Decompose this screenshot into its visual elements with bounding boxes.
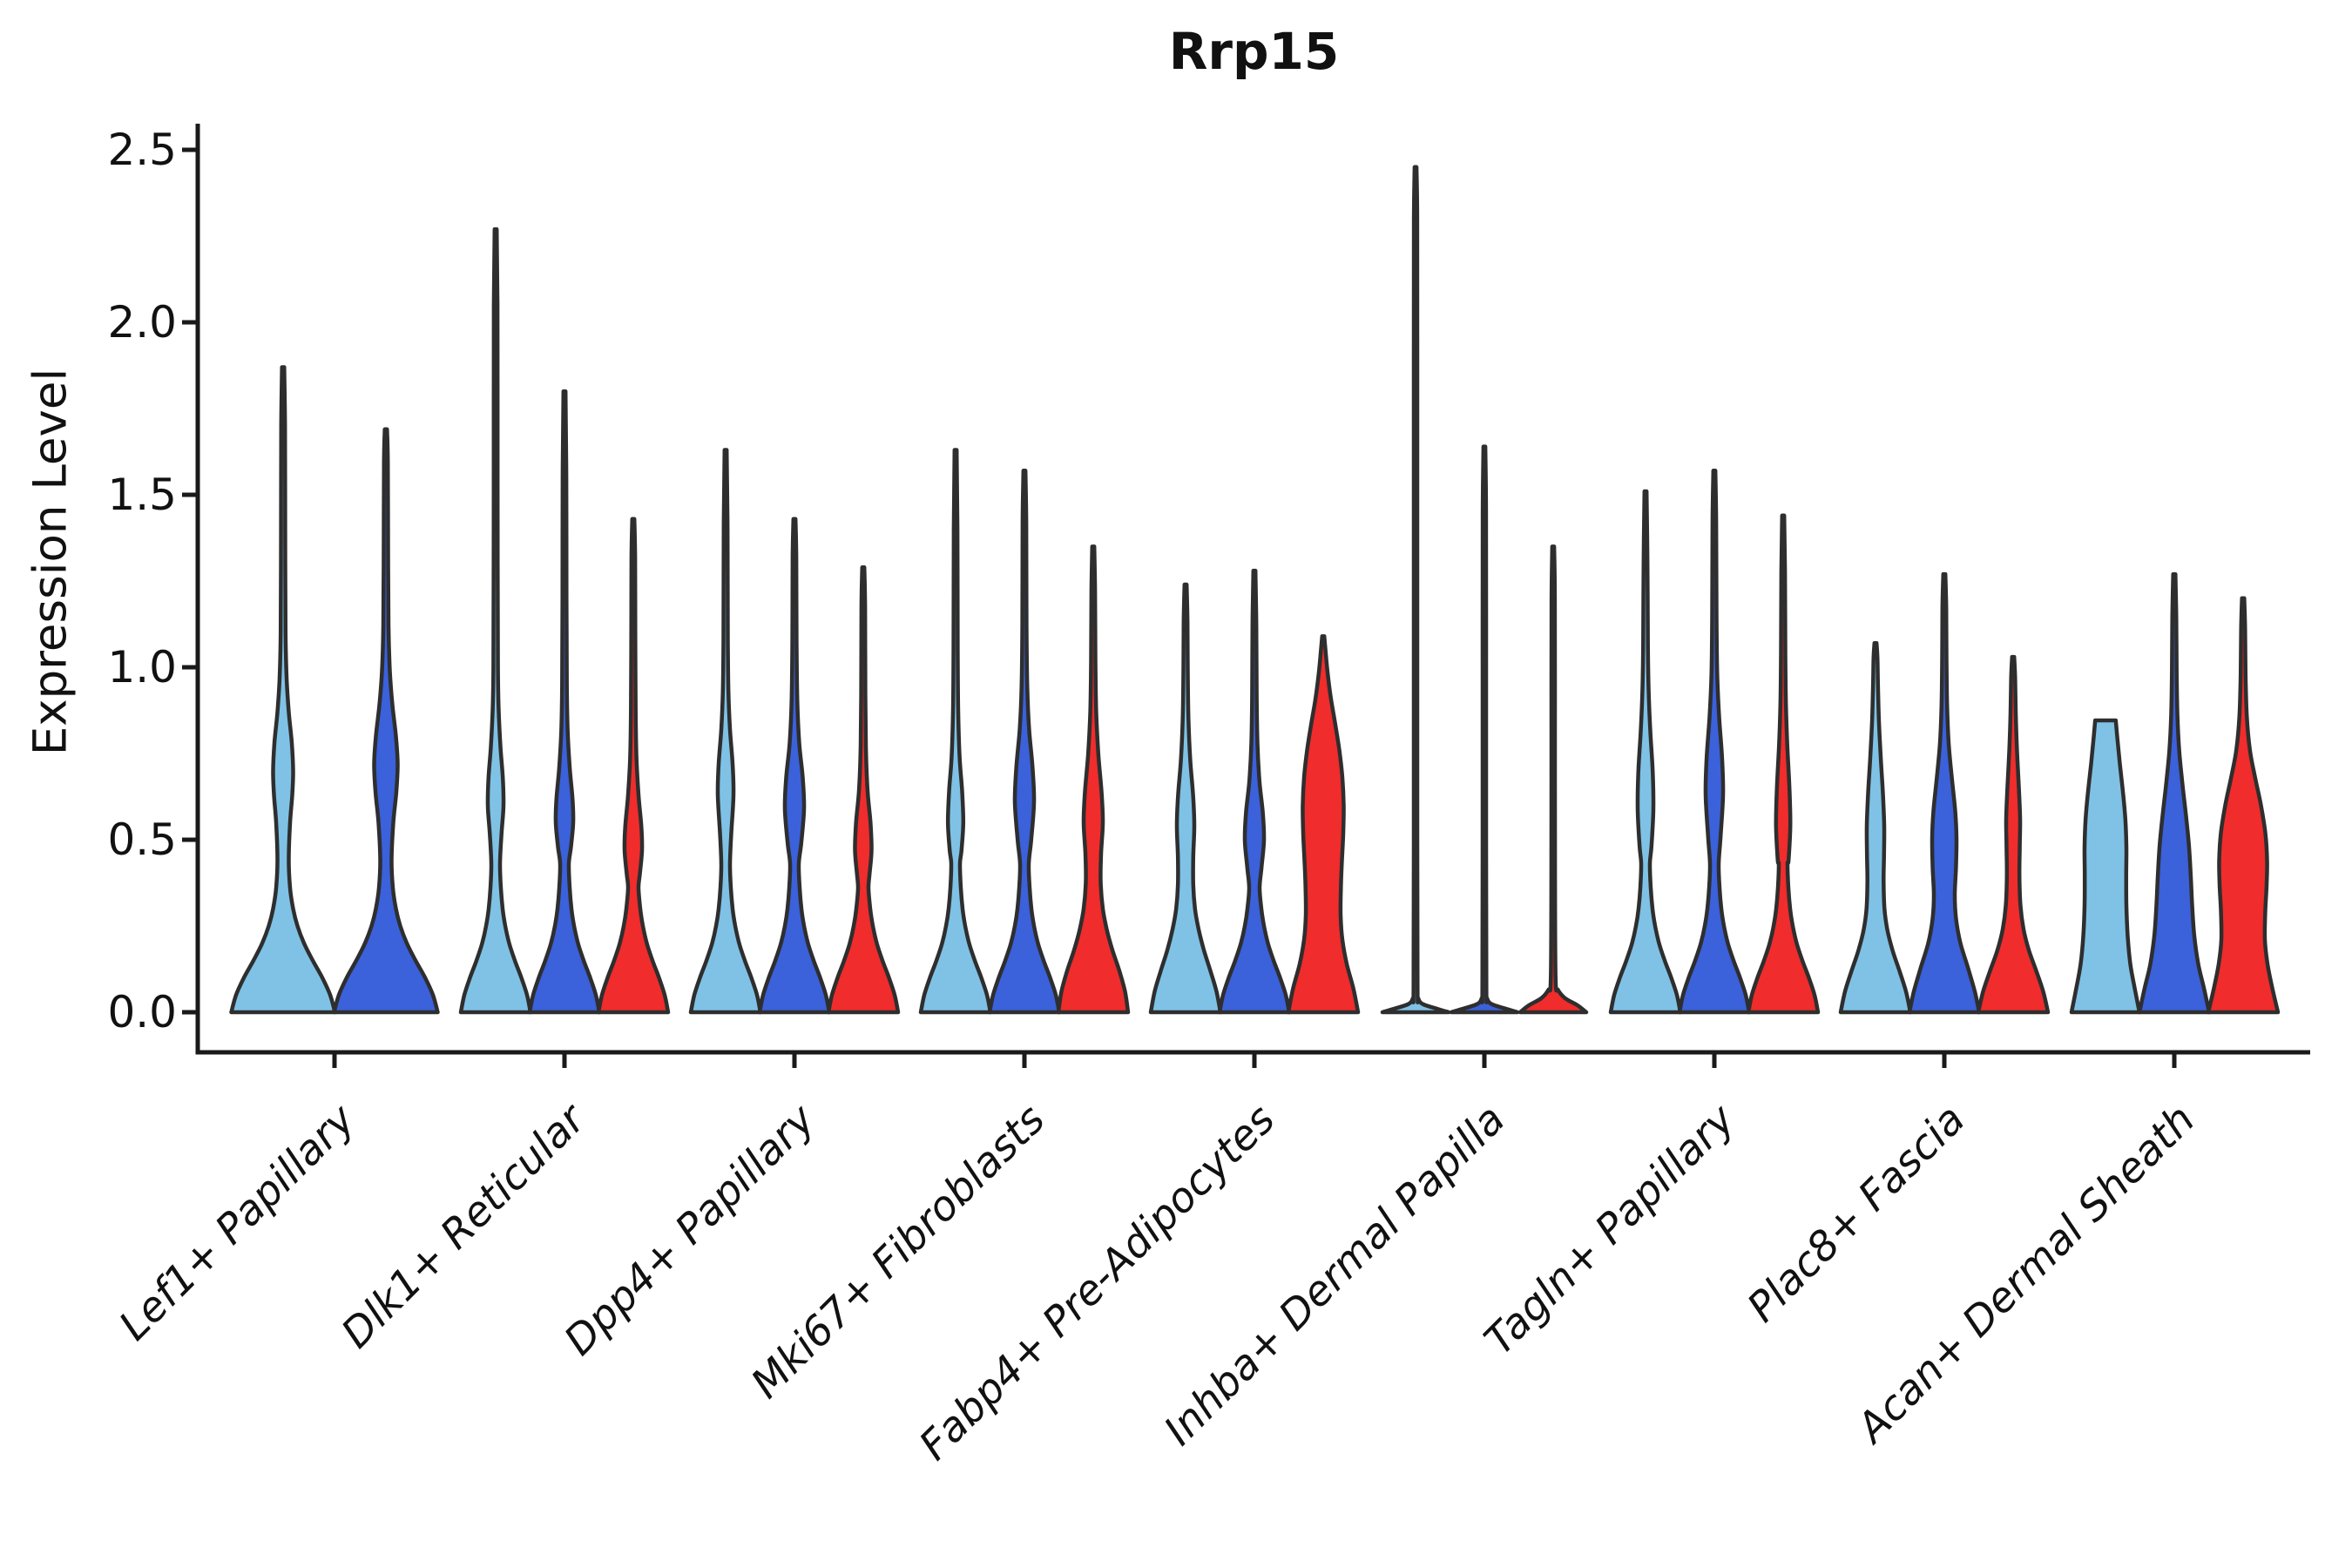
y-tick-label: 0.5 xyxy=(107,814,177,865)
violin-tagln-papillary-light_blue xyxy=(1608,489,1683,1015)
violin-lef1-papillary-dark_blue xyxy=(332,427,440,1015)
violin-dlk1-reticular-red xyxy=(596,517,671,1015)
y-tick-label: 2.0 xyxy=(107,297,177,348)
violin-tagln-papillary-red xyxy=(1746,513,1821,1015)
x-tick-label-dlk1-reticular: Dlk1+ Reticular xyxy=(333,1094,597,1358)
y-tick-label: 2.5 xyxy=(107,125,177,175)
violin-acan-dermal-sheath-light_blue xyxy=(2069,718,2142,1015)
violin-dpp4-papillary-red xyxy=(826,564,901,1015)
violin-inhba-dermal-papilla-light_blue xyxy=(1380,165,1451,1015)
violin-fabp4-pre-adipocytes-light_blue xyxy=(1148,582,1223,1015)
violin-dpp4-papillary-light_blue xyxy=(688,448,763,1015)
violin-inhba-dermal-papilla-red xyxy=(1517,544,1589,1015)
x-tick-label-lef1-papillary: Lef1+ Papillary xyxy=(110,1095,365,1350)
violin-acan-dermal-sheath-red xyxy=(2206,596,2281,1015)
violin-plac8-fascia-light_blue xyxy=(1838,641,1913,1015)
y-tick-label: 0.0 xyxy=(107,987,177,1037)
violin-dlk1-reticular-dark_blue xyxy=(527,389,602,1015)
violin-dpp4-papillary-dark_blue xyxy=(757,517,832,1015)
x-tick-label-tagln-papillary: Tagln+ Papillary xyxy=(1476,1095,1746,1365)
violin-fabp4-pre-adipocytes-dark_blue xyxy=(1217,568,1292,1015)
violin-plac8-fascia-dark_blue xyxy=(1907,571,1982,1015)
violin-mki67-fibroblasts-red xyxy=(1056,544,1131,1015)
x-tick-label-plac8-fascia: Plac8+ Fascia xyxy=(1738,1096,1974,1332)
violin-lef1-papillary-light_blue xyxy=(229,365,337,1015)
violin-plac8-fascia-red xyxy=(1976,654,2051,1015)
plot-title: Rrp15 xyxy=(1168,22,1340,81)
violin-mki67-fibroblasts-dark_blue xyxy=(987,469,1062,1015)
violin-acan-dermal-sheath-dark_blue xyxy=(2137,571,2212,1015)
violin-mki67-fibroblasts-light_blue xyxy=(918,448,993,1015)
violin-dlk1-reticular-light_blue xyxy=(458,226,533,1015)
y-tick-label: 1.5 xyxy=(107,470,177,520)
violin-tagln-papillary-dark_blue xyxy=(1677,469,1752,1015)
y-tick-label: 1.0 xyxy=(107,642,177,693)
violin-fabp4-pre-adipocytes-red xyxy=(1286,634,1361,1015)
violin-inhba-dermal-papilla-dark_blue xyxy=(1449,444,1520,1015)
x-tick-label-dpp4-papillary: Dpp4+ Papillary xyxy=(555,1095,825,1365)
